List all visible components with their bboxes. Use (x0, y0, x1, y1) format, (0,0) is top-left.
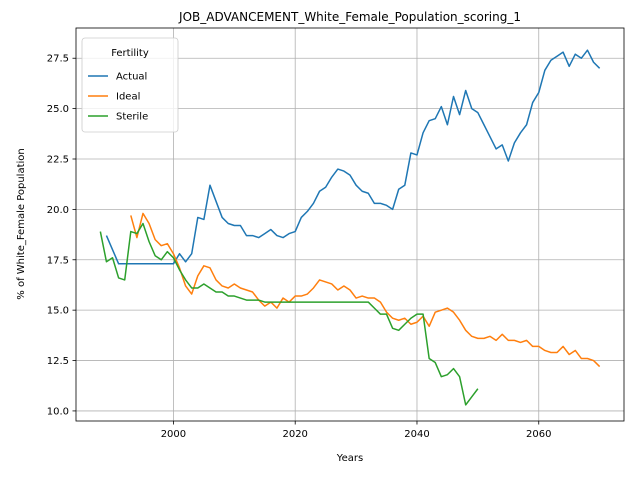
series-line-actual (105, 49, 601, 265)
ticks: 2000 2020 2040 2060 10.0 12.5 15.0 17.5 20.0 22.5… (47, 54, 552, 440)
x-tick-label: 2000 (161, 429, 186, 440)
x-tick-label: 2040 (404, 429, 429, 440)
legend-entries: Actual Ideal Sterile (88, 72, 148, 123)
series-line-ideal (130, 212, 601, 368)
y-tick-label: 22.5 (47, 155, 69, 166)
y-tick-label: 17.5 (47, 255, 69, 266)
legend-label-actual: Actual (116, 72, 147, 83)
grid (76, 28, 624, 421)
y-tick-label: 10.0 (47, 406, 69, 417)
y-tick-label: 20.0 (47, 205, 69, 216)
x-tick-label: 2020 (282, 429, 307, 440)
legend-label-ideal: Ideal (116, 92, 140, 103)
x-tick-label: 2060 (526, 429, 551, 440)
series-lines (99, 49, 601, 406)
plot-frame (75, 27, 625, 422)
legend-label-sterile: Sterile (116, 112, 148, 123)
legend-title: Fertility (111, 48, 149, 59)
y-tick-label: 12.5 (47, 356, 69, 367)
y-tick-label: 25.0 (47, 104, 69, 115)
series-line-sterile (99, 222, 479, 406)
legend-box (81, 37, 179, 133)
y-tick-label: 27.5 (47, 54, 69, 65)
y-axis-label: % of White_Female Population (16, 148, 27, 299)
x-axis-label: Years (336, 453, 363, 464)
chart-title: JOB_ADVANCEMENT_White_Female_Population_… (178, 10, 521, 24)
legend: Fertility Actual Ideal Sterile (81, 37, 179, 133)
y-tick-label: 15.0 (47, 306, 69, 317)
